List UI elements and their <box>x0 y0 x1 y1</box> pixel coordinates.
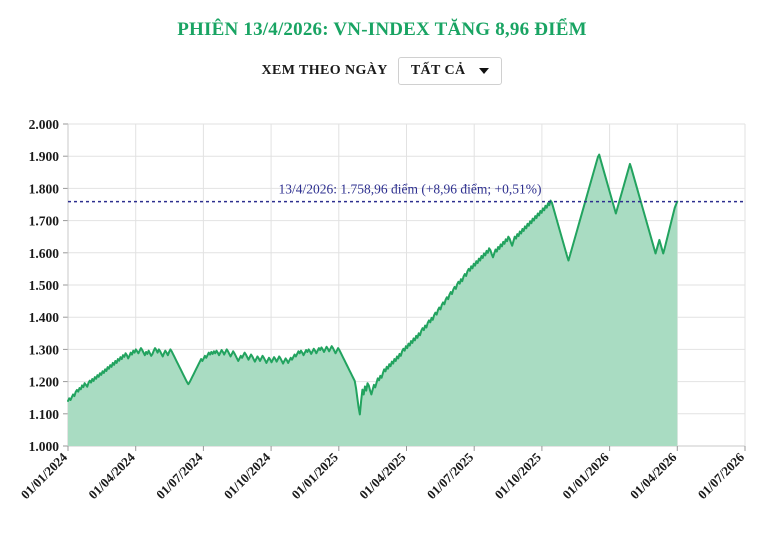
x-axis-tick-labels: 01/01/2024 01/04/2024 01/07/2024 01/10/2024… <box>18 449 748 502</box>
y-tick-label: 1.200 <box>29 375 60 390</box>
date-range-selected-value: TẤT CẢ <box>410 63 466 78</box>
chart-canvas: 2.000 1.900 1.800 1.700 1.600 1.500 1.400 1.300… <box>18 117 748 502</box>
annotation-label: 13/4/2026: 1.758,96 điểm (+8,96 điểm; +0… <box>278 182 541 197</box>
x-tick-label: 01/04/2024 <box>85 449 138 502</box>
filter-label: XEM THEO NGÀY <box>261 63 388 78</box>
x-tick-label: 01/01/2025 <box>288 449 341 502</box>
y-tick-label: 1.800 <box>29 181 60 196</box>
vnindex-chart: 2.000 1.900 1.800 1.700 1.600 1.500 1.400 1.300… <box>0 100 764 541</box>
series-line <box>67 153 679 416</box>
x-tick-label: 01/04/2025 <box>356 449 409 502</box>
x-tick-label: 01/07/2025 <box>424 449 477 502</box>
y-tick-label: 1.400 <box>29 310 60 325</box>
y-tick-label: 1.000 <box>29 439 60 454</box>
y-tick-label: 1.300 <box>29 342 60 357</box>
page-title: PHIÊN 13/4/2026: VN-INDEX TĂNG 8,96 ĐIỂM <box>177 19 587 40</box>
y-tick-label: 1.900 <box>29 149 60 164</box>
x-tick-label: 01/04/2026 <box>627 449 680 502</box>
y-tick-label: 1.100 <box>29 407 60 422</box>
y-tick-label: 1.500 <box>29 278 60 293</box>
x-tick-label: 01/10/2024 <box>221 449 274 502</box>
x-tick-label: 01/07/2024 <box>153 449 206 502</box>
x-tick-label: 01/10/2025 <box>492 449 545 502</box>
date-range-select[interactable]: TẤT CẢ <box>397 57 503 85</box>
y-tick-label: 1.700 <box>29 214 60 229</box>
y-tick-label: 2.000 <box>29 117 60 132</box>
x-tick-label: 01/07/2026 <box>695 449 748 502</box>
x-tick-label: 01/01/2024 <box>18 449 71 502</box>
x-tick-label: 01/01/2026 <box>559 449 612 502</box>
filter-bar: XEM THEO NGÀY TẤT CẢ <box>0 56 764 86</box>
y-axis-tick-labels: 2.000 1.900 1.800 1.700 1.600 1.500 1.400 1.300… <box>29 117 60 454</box>
chevron-down-icon <box>479 68 490 74</box>
y-tick-label: 1.600 <box>29 246 60 261</box>
